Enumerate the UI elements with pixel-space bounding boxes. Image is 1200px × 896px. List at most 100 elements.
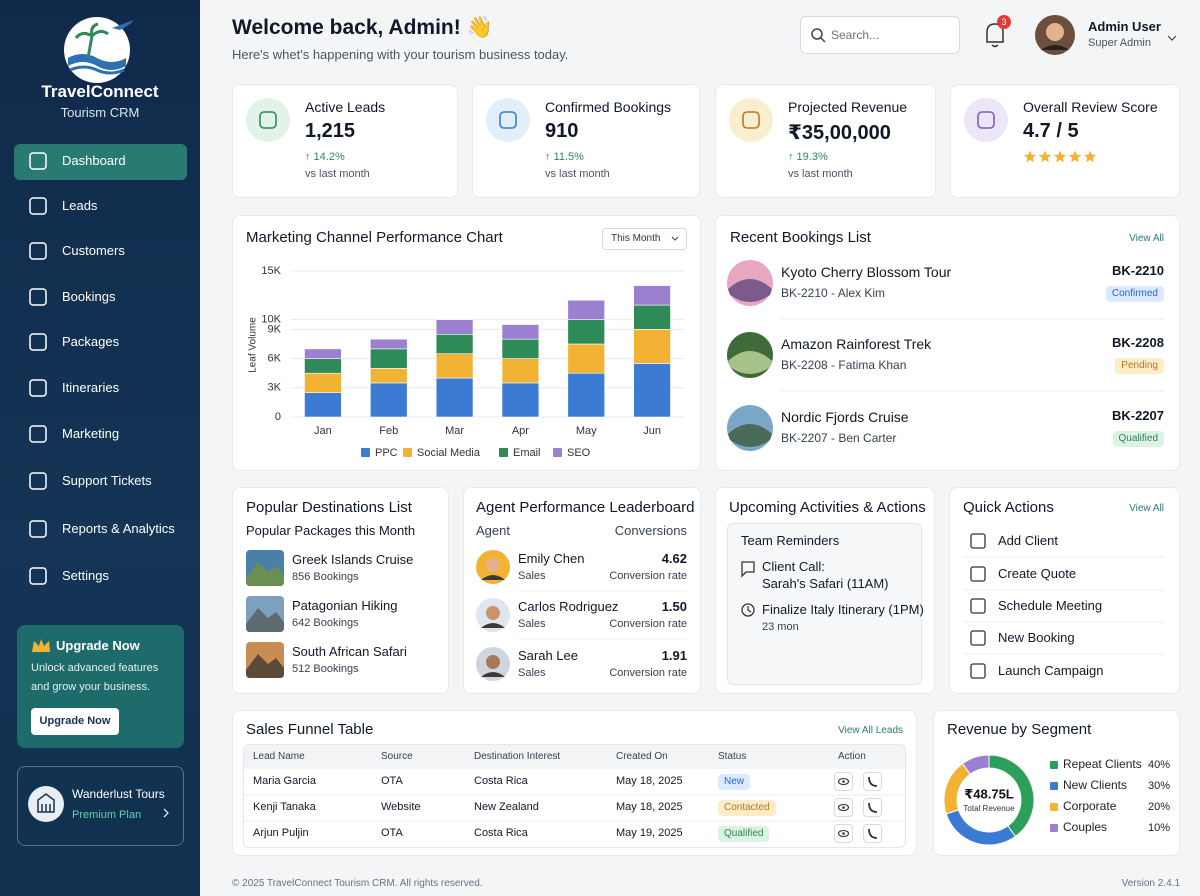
destination-name[interactable]: Patagonian Hiking	[292, 598, 398, 613]
account-card[interactable]	[17, 766, 184, 846]
account-name: Wanderlust Tours	[72, 787, 165, 801]
agent-value: 1.91	[661, 648, 687, 663]
call-button[interactable]	[863, 798, 882, 817]
menu-item[interactable]: Customers	[62, 243, 125, 258]
account-plan: Premium Plan	[72, 809, 142, 821]
booking-detail: BK-2210 - Alex Kim	[781, 286, 886, 300]
menu-item[interactable]: Dashboard	[62, 153, 126, 168]
menu-item[interactable]: Reports & Analytics	[62, 521, 175, 536]
booking-id: BK-2210	[1111, 263, 1164, 278]
booking-id: BK-2207	[1111, 408, 1164, 423]
view-button[interactable]	[834, 798, 853, 817]
agent-value-unit: Conversion rate	[609, 667, 687, 679]
agent-role: Sales	[518, 618, 546, 630]
column-header: Action	[838, 751, 866, 762]
column-header: Conversions	[614, 523, 687, 538]
upgrade-button-label[interactable]: Upgrade Now	[39, 715, 111, 727]
booking-id: BK-2208	[1111, 335, 1164, 350]
status-badge: Qualified	[1112, 431, 1164, 447]
quick-action[interactable]: New Booking	[998, 630, 1075, 645]
status-badge: Qualified	[718, 826, 770, 842]
copyright: © 2025 TravelConnect Tourism CRM. All ri…	[232, 878, 483, 889]
menu-item[interactable]: Packages	[62, 334, 120, 349]
quick-action[interactable]: Add Client	[998, 533, 1058, 548]
user-name[interactable]: Admin User	[1088, 19, 1161, 34]
column-header: Source	[381, 751, 413, 762]
menu-item[interactable]: Settings	[62, 568, 109, 583]
call-button[interactable]	[863, 824, 882, 843]
menu-item[interactable]: Support Tickets	[62, 473, 152, 488]
agent-value-unit: Conversion rate	[609, 570, 687, 582]
table-cell: New Zealand	[474, 801, 539, 813]
call-button[interactable]	[863, 772, 882, 791]
sidebar	[0, 0, 200, 896]
upgrade-text: Unlock advanced features and grow your b…	[31, 662, 159, 693]
booking-name[interactable]: Kyoto Cherry Blossom Tour	[781, 264, 952, 280]
table-cell: Maria Garcia	[253, 775, 316, 787]
quick-action[interactable]: Schedule Meeting	[998, 598, 1103, 613]
view-all-link[interactable]: View All	[1129, 233, 1164, 244]
table-cell: Costa Rica	[474, 775, 528, 787]
kpi-label: Active Leads	[305, 99, 386, 115]
destination-name[interactable]: Greek Islands Cruise	[292, 552, 414, 567]
user-role: Super Admin	[1088, 37, 1151, 49]
kpi-value: ₹35,00,000	[788, 122, 891, 144]
chart-filter-label[interactable]: This Month	[611, 233, 661, 244]
agent-role: Sales	[518, 667, 546, 679]
column-header: Created On	[616, 751, 668, 762]
card-title: Agent Performance Leaderboard	[476, 499, 695, 516]
view-button[interactable]	[834, 772, 853, 791]
kpi-value: 1,215	[305, 120, 356, 142]
kpi-value: 910	[545, 120, 579, 142]
menu-item[interactable]: Marketing	[62, 426, 120, 441]
reminders-box	[727, 523, 922, 685]
quick-action[interactable]: Create Quote	[998, 566, 1077, 581]
chart-title: Revenue by Segment	[947, 721, 1092, 738]
version: Version 2.4.1	[1121, 878, 1180, 889]
agent-value: 1.50	[661, 599, 687, 614]
chart-filter[interactable]	[602, 228, 687, 250]
kpi-label: Projected Revenue	[788, 99, 908, 115]
chart-title: Marketing Channel Performance Chart	[246, 229, 503, 246]
menu-item[interactable]: Bookings	[62, 289, 116, 304]
card-title: Upcoming Activities & Actions	[729, 499, 926, 516]
table-cell: May 18, 2025	[616, 775, 683, 787]
kpi-label: Overall Review Score	[1023, 99, 1158, 115]
card-title: Popular Destinations List	[246, 499, 412, 516]
search-box[interactable]	[800, 16, 960, 54]
table-cell: May 19, 2025	[616, 827, 683, 839]
kpi-label: Confirmed Bookings	[545, 99, 672, 115]
quick-action[interactable]: Launch Campaign	[998, 663, 1104, 678]
card-title: Sales Funnel Table	[246, 721, 374, 738]
view-all-link[interactable]: View All	[1129, 503, 1164, 514]
search-placeholder[interactable]: Search...	[831, 28, 880, 42]
destination-bookings: 512 Bookings	[292, 663, 359, 675]
card-title: Quick Actions	[963, 499, 1054, 516]
table-header	[244, 745, 905, 769]
destination-bookings: 642 Bookings	[292, 617, 359, 629]
column-header: Status	[718, 751, 747, 762]
card	[949, 487, 1180, 694]
table-cell: Arjun Puljin	[253, 827, 309, 839]
upgrade-button[interactable]	[31, 708, 119, 735]
destination-bookings: 856 Bookings	[292, 571, 359, 583]
status-badge: Contacted	[718, 800, 776, 816]
card	[715, 215, 1180, 471]
menu-item[interactable]: Leads	[62, 198, 98, 213]
table-cell: Kenji Tanaka	[253, 801, 316, 813]
activity-text: Client Call:	[762, 559, 825, 574]
destination-name[interactable]: South African Safari	[292, 644, 407, 659]
menu-item[interactable]: Itineraries	[62, 380, 120, 395]
booking-name[interactable]: Nordic Fjords Cruise	[781, 409, 909, 425]
booking-name[interactable]: Amazon Rainforest Trek	[781, 336, 932, 352]
brand-subtitle: Tourism CRM	[60, 105, 140, 120]
table-cell: OTA	[381, 775, 403, 787]
view-all-link[interactable]: View All Leads	[838, 725, 903, 736]
upgrade-title: Upgrade Now	[56, 638, 140, 653]
view-button[interactable]	[834, 824, 853, 843]
agent-name: Emily Chen	[518, 551, 585, 566]
activity-time: 23 mon	[762, 621, 799, 633]
status-badge: Pending	[1115, 358, 1164, 374]
